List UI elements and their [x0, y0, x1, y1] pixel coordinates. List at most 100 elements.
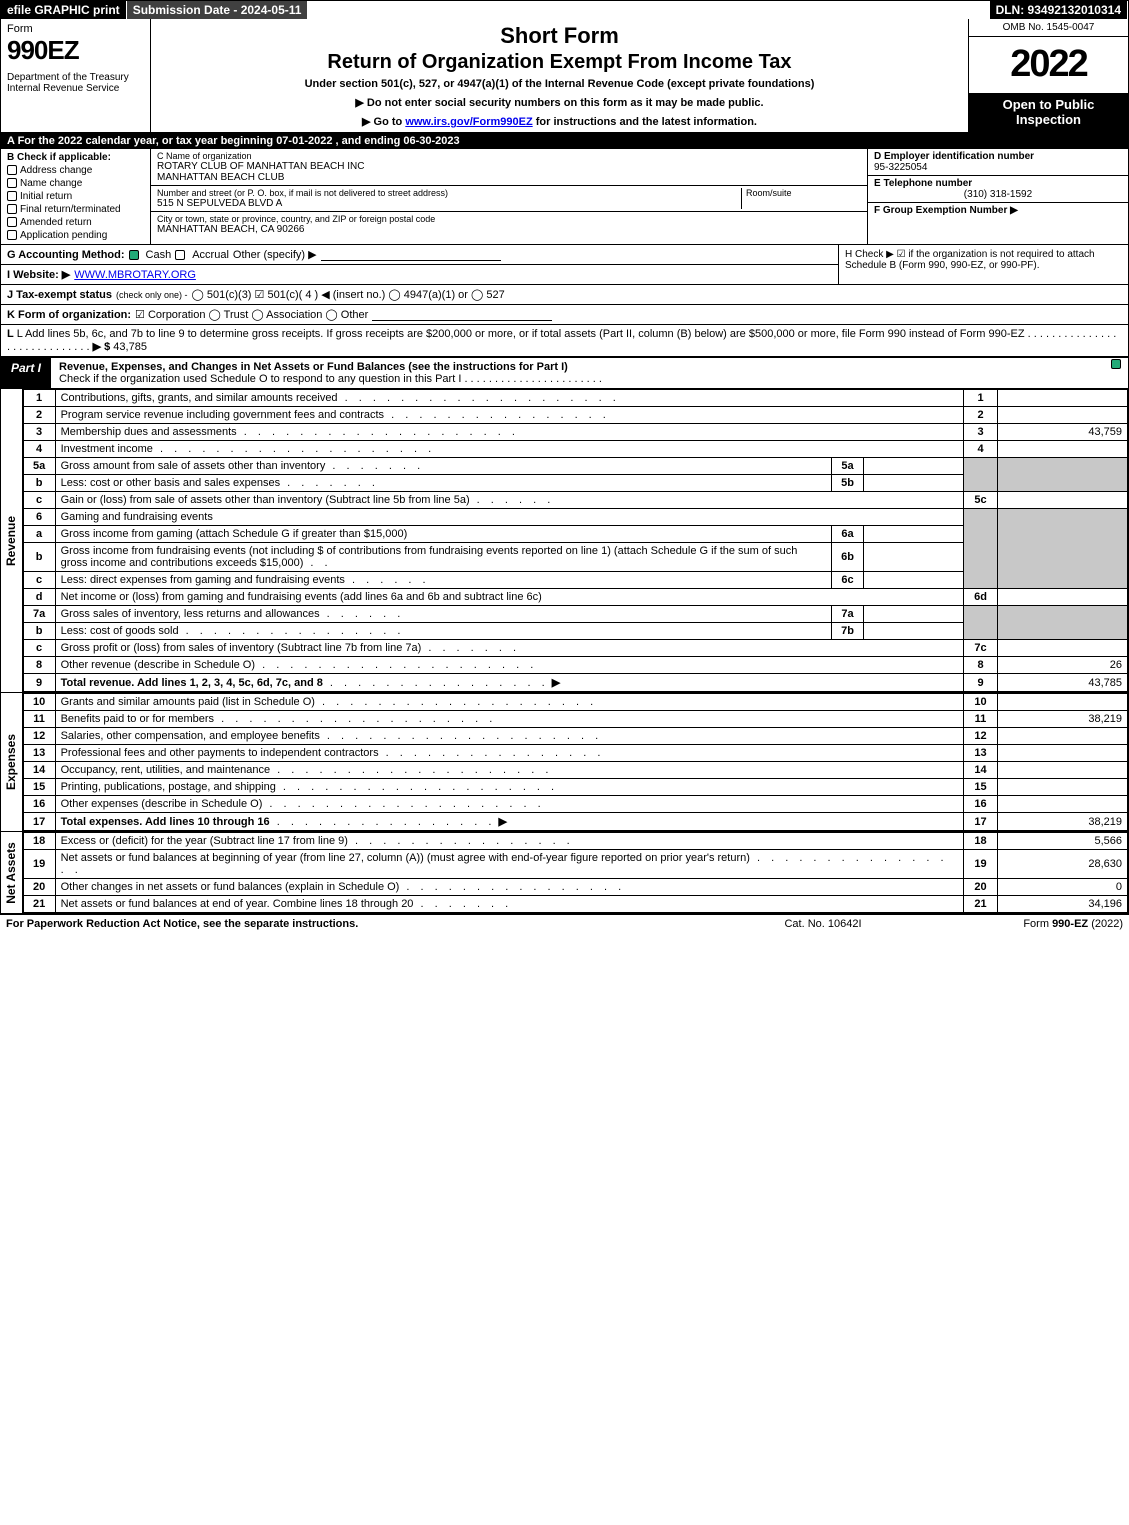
side-revenue: Revenue: [1, 389, 23, 692]
department: Department of the Treasury Internal Reve…: [7, 72, 144, 94]
header-center: Short Form Return of Organization Exempt…: [151, 19, 968, 132]
section-def: D Employer identification number 95-3225…: [868, 149, 1128, 244]
line-18: 18Excess or (deficit) for the year (Subt…: [23, 833, 1127, 850]
line-21: 21Net assets or fund balances at end of …: [23, 896, 1127, 913]
line-7b: bLess: cost of goods sold . . . . . . . …: [23, 623, 1127, 640]
line-5a: 5aGross amount from sale of assets other…: [23, 458, 1127, 475]
form-header: Form 990EZ Department of the Treasury In…: [1, 19, 1128, 133]
section-l: L L Add lines 5b, 6c, and 7b to line 9 t…: [1, 325, 1128, 357]
footer-right: Form 990-EZ (2022): [923, 918, 1123, 930]
page-footer: For Paperwork Reduction Act Notice, see …: [0, 914, 1129, 933]
chk-initial-return[interactable]: Initial return: [7, 191, 144, 202]
subtitle: Under section 501(c), 527, or 4947(a)(1)…: [159, 78, 960, 90]
top-bar: efile GRAPHIC print Submission Date - 20…: [1, 1, 1128, 19]
line-2: 2Program service revenue including gover…: [23, 407, 1127, 424]
chk-final-return[interactable]: Final return/terminated: [7, 204, 144, 215]
k-label: K Form of organization:: [7, 309, 131, 321]
street-cell: Number and street (or P. O. box, if mail…: [151, 186, 867, 212]
line-6: 6Gaming and fundraising events: [23, 509, 1127, 526]
line-19: 19Net assets or fund balances at beginni…: [23, 850, 1127, 879]
title-short-form: Short Form: [159, 23, 960, 49]
title-return: Return of Organization Exempt From Incom…: [159, 51, 960, 74]
part1-sub: Check if the organization used Schedule …: [59, 373, 461, 385]
part1-tag: Part I: [1, 358, 51, 388]
line-7a: 7aGross sales of inventory, less returns…: [23, 606, 1127, 623]
part1-sub-dots: . . . . . . . . . . . . . . . . . . . . …: [464, 373, 602, 385]
g-label: G Accounting Method:: [7, 249, 125, 261]
line-15: 15Printing, publications, postage, and s…: [23, 779, 1127, 796]
chk-accrual[interactable]: [175, 250, 185, 260]
revenue-table: 1Contributions, gifts, grants, and simil…: [23, 389, 1128, 692]
section-bcdef: B Check if applicable: Address change Na…: [1, 149, 1128, 245]
section-d: D Employer identification number 95-3225…: [868, 149, 1128, 176]
irs-link[interactable]: www.irs.gov/Form990EZ: [405, 116, 532, 128]
city-cell: City or town, state or province, country…: [151, 212, 867, 244]
footer-center: Cat. No. 10642I: [723, 918, 923, 930]
line-6b: bGross income from fundraising events (n…: [23, 543, 1127, 572]
part1-header: Part I Revenue, Expenses, and Changes in…: [1, 357, 1128, 389]
chk-address-change[interactable]: Address change: [7, 165, 144, 176]
street-label: Number and street (or P. O. box, if mail…: [157, 188, 741, 198]
section-k: K Form of organization: ☑ Corporation ◯ …: [1, 305, 1128, 325]
h-text: H Check ▶ ☑ if the organization is not r…: [845, 249, 1095, 271]
chk-amended[interactable]: Amended return: [7, 217, 144, 228]
section-b: B Check if applicable: Address change Na…: [1, 149, 151, 244]
line-13: 13Professional fees and other payments t…: [23, 745, 1127, 762]
instruction-1: ▶ Do not enter social security numbers o…: [159, 96, 960, 109]
efile-label[interactable]: efile GRAPHIC print: [1, 1, 127, 19]
section-c: C Name of organization ROTARY CLUB OF MA…: [151, 149, 868, 244]
line-3: 3Membership dues and assessments . . . .…: [23, 424, 1127, 441]
city-label: City or town, state or province, country…: [157, 214, 861, 224]
netassets-block: Net Assets 18Excess or (deficit) for the…: [1, 831, 1128, 913]
omb-number: OMB No. 1545-0047: [969, 19, 1128, 37]
chk-name-change[interactable]: Name change: [7, 178, 144, 189]
city: MANHATTAN BEACH, CA 90266: [157, 224, 861, 235]
line-5c: cGain or (loss) from sale of assets othe…: [23, 492, 1127, 509]
l-label: L: [7, 328, 14, 340]
open-to-public: Open to Public Inspection: [969, 93, 1128, 132]
side-netassets: Net Assets: [1, 832, 23, 913]
chk-app-pending[interactable]: Application pending: [7, 230, 144, 241]
form-number: 990EZ: [7, 35, 144, 66]
section-h: H Check ▶ ☑ if the organization is not r…: [838, 245, 1128, 284]
line-16: 16Other expenses (describe in Schedule O…: [23, 796, 1127, 813]
line-11: 11Benefits paid to or for members . . . …: [23, 711, 1127, 728]
phone-value: (310) 318-1592: [874, 189, 1122, 200]
section-f: F Group Exemption Number ▶: [868, 203, 1128, 218]
instr2-pre: ▶ Go to: [362, 116, 405, 128]
netassets-table: 18Excess or (deficit) for the year (Subt…: [23, 832, 1128, 913]
line-12: 12Salaries, other compensation, and empl…: [23, 728, 1127, 745]
revenue-block: Revenue 1Contributions, gifts, grants, a…: [1, 389, 1128, 692]
line-6c: cLess: direct expenses from gaming and f…: [23, 572, 1127, 589]
group-exempt-label: F Group Exemption Number ▶: [874, 205, 1018, 216]
line-1: 1Contributions, gifts, grants, and simil…: [23, 390, 1127, 407]
j-options: ◯ 501(c)(3) ☑ 501(c)( 4 ) ◀ (insert no.)…: [191, 288, 504, 301]
website-link[interactable]: WWW.MBROTARY.ORG: [74, 269, 196, 281]
other-blank: [321, 249, 501, 261]
line-10: 10Grants and similar amounts paid (list …: [23, 694, 1127, 711]
instruction-2: ▶ Go to www.irs.gov/Form990EZ for instru…: [159, 115, 960, 128]
side-expenses: Expenses: [1, 693, 23, 831]
part1-title-wrap: Revenue, Expenses, and Changes in Net As…: [51, 358, 1106, 388]
l-value: 43,785: [113, 341, 147, 353]
dln: DLN: 93492132010314: [990, 1, 1128, 19]
line-7c: cGross profit or (loss) from sales of in…: [23, 640, 1127, 657]
line-6a: aGross income from gaming (attach Schedu…: [23, 526, 1127, 543]
line-9: 9Total revenue. Add lines 1, 2, 3, 4, 5c…: [23, 674, 1127, 692]
ein-label: D Employer identification number: [874, 151, 1122, 162]
section-g: G Accounting Method: Cash Accrual Other …: [1, 245, 838, 265]
section-b-header: B Check if applicable:: [7, 152, 144, 163]
line-6d: dNet income or (loss) from gaming and fu…: [23, 589, 1127, 606]
chk-cash[interactable]: [129, 250, 139, 260]
expenses-block: Expenses 10Grants and similar amounts pa…: [1, 692, 1128, 831]
line-14: 14Occupancy, rent, utilities, and mainte…: [23, 762, 1127, 779]
k-options: ☑ Corporation ◯ Trust ◯ Association ◯ Ot…: [135, 308, 368, 321]
expenses-table: 10Grants and similar amounts paid (list …: [23, 693, 1128, 831]
section-j: J Tax-exempt status (check only one) - ◯…: [1, 285, 1128, 305]
i-label: I Website: ▶: [7, 268, 70, 281]
part1-check[interactable]: [1106, 358, 1128, 388]
line-8: 8Other revenue (describe in Schedule O) …: [23, 657, 1127, 674]
phone-label: E Telephone number: [874, 178, 1122, 189]
section-i: I Website: ▶ WWW.MBROTARY.ORG: [1, 265, 838, 284]
line-5b: bLess: cost or other basis and sales exp…: [23, 475, 1127, 492]
